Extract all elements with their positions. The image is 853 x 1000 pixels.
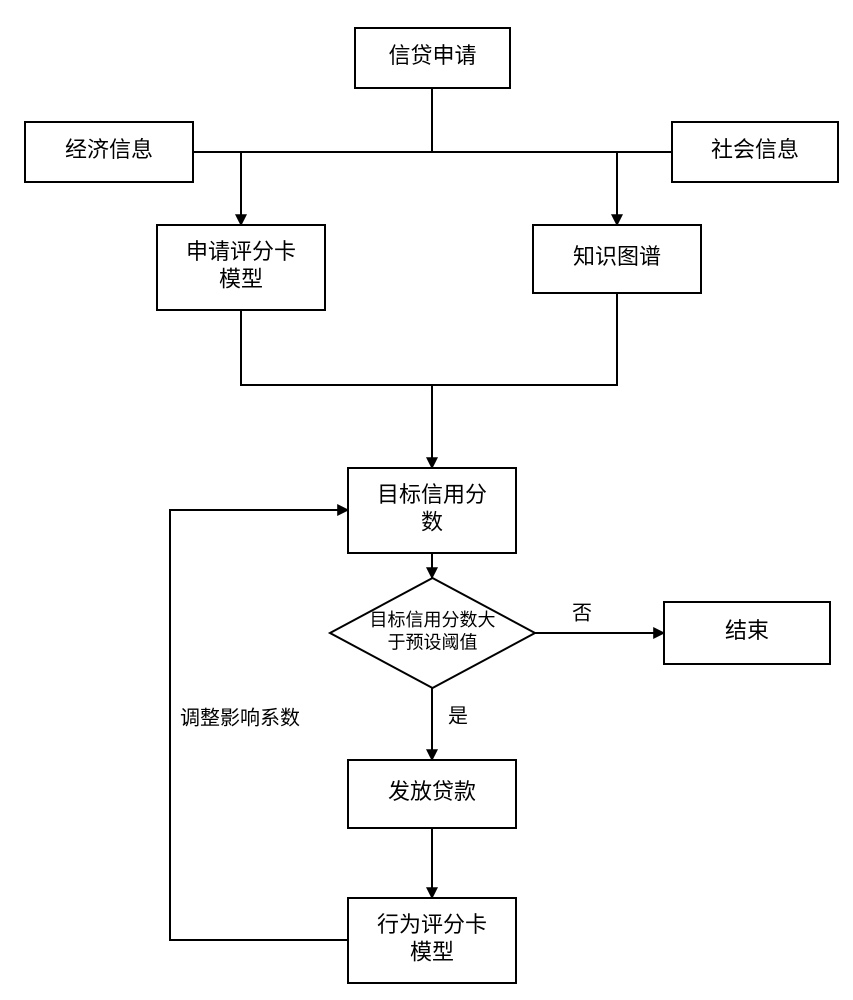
edge-label-e9: 是 <box>448 706 468 728</box>
edge-label-e11: 调整影响系数 <box>180 707 300 730</box>
node-econ_info: 经济信息 <box>25 122 193 182</box>
node-end: 结束 <box>664 602 830 664</box>
edge-label-e8: 否 <box>572 603 592 625</box>
node-app_scorecard: 申请评分卡模型 <box>157 225 325 310</box>
node-issue_loan: 发放贷款 <box>348 760 516 828</box>
node-target_score: 目标信用分数 <box>348 468 516 553</box>
node-behav_score-label-line-1: 模型 <box>410 939 454 964</box>
node-app_scorecard-label-line-1: 模型 <box>219 266 263 291</box>
node-social_info: 社会信息 <box>672 122 838 182</box>
node-decision-label-line-0: 目标信用分数大 <box>370 610 496 630</box>
node-decision-label-line-1: 于预设阈值 <box>388 632 478 652</box>
node-knowledge: 知识图谱 <box>533 225 701 293</box>
node-credit_app: 信贷申请 <box>355 28 510 88</box>
node-app_scorecard-label-line-0: 申请评分卡 <box>186 239 296 264</box>
node-target_score-label-line-0: 目标信用分 <box>377 482 487 507</box>
node-econ_info-label-line-0: 经济信息 <box>65 137 153 162</box>
node-target_score-label-line-1: 数 <box>421 509 443 534</box>
node-behav_score-label-line-0: 行为评分卡 <box>377 912 487 937</box>
node-social_info-label-line-0: 社会信息 <box>711 137 799 162</box>
node-issue_loan-label-line-0: 发放贷款 <box>388 779 476 804</box>
node-end-label-line-0: 结束 <box>725 618 769 643</box>
node-knowledge-label-line-0: 知识图谱 <box>573 244 661 269</box>
node-credit_app-label-line-0: 信贷申请 <box>388 43 476 68</box>
node-behav_score: 行为评分卡模型 <box>348 898 516 983</box>
node-decision: 目标信用分数大于预设阈值 <box>330 578 535 688</box>
